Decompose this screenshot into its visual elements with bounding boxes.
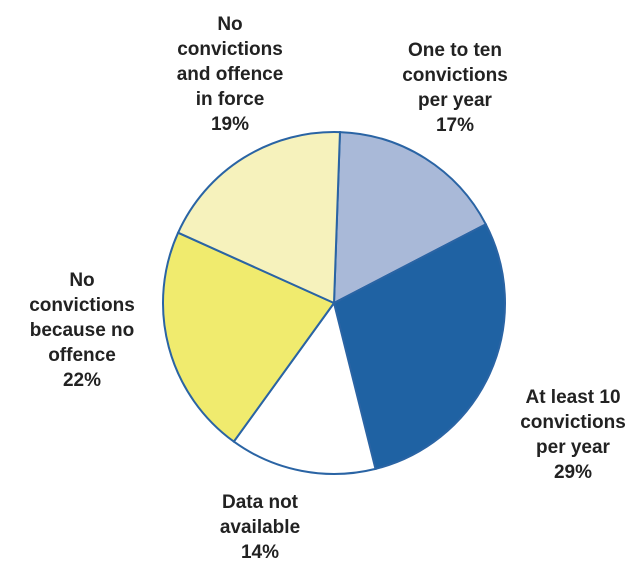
- pie-slice-no-convictions-because-no-offence: [162, 231, 336, 443]
- pie-slice-at-least-10-convictions-per-year: [332, 222, 506, 471]
- pie-slice-no-convictions-and-offence-in-force: [176, 131, 342, 305]
- pie-slice-data-not-available: [232, 300, 377, 475]
- slice-label-data-not-available: Data not available 14%: [219, 492, 301, 563]
- slice-label-offence-in-force: No convictions and offence in force 19%: [176, 14, 284, 135]
- slice-label-no-offence: No convictions because no offence 22%: [29, 270, 135, 391]
- slice-label-at-least-10: At least 10 convictions per year 29%: [520, 387, 626, 483]
- slice-label-one-to-ten: One to ten convictions per year 17%: [402, 40, 508, 136]
- pie-slice-one-to-ten-convictions-per-year: [332, 131, 488, 305]
